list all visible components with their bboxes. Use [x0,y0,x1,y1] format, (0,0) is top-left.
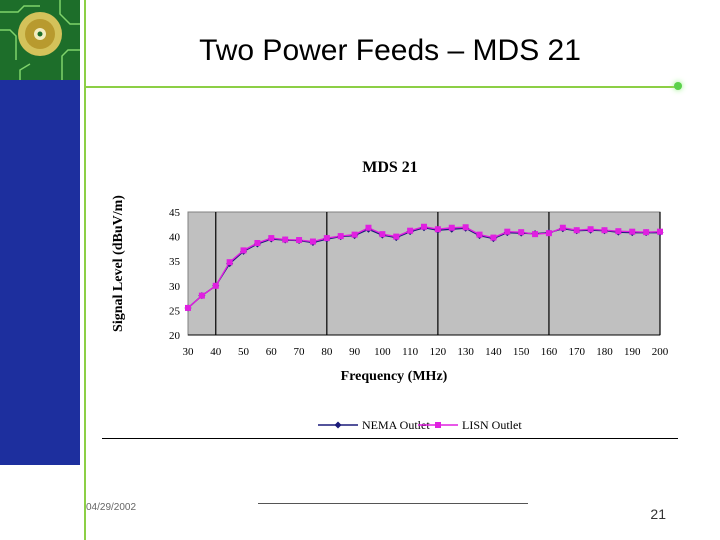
x-tick-label: 50 [238,346,250,358]
data-point [282,236,289,243]
data-point [268,235,275,242]
legend-label: LISN Outlet [462,418,522,432]
x-axis-label: Frequency (MHz) [341,369,448,384]
footer-date: 04/29/2002 [86,502,137,513]
y-tick-label: 25 [169,305,181,317]
x-tick-label: 150 [513,346,530,358]
x-tick-label: 190 [624,346,641,358]
x-tick-label: 180 [596,346,613,358]
x-tick-label: 110 [402,346,419,358]
data-point [185,304,191,311]
data-point [643,229,650,236]
footer-line [258,503,528,504]
x-tick-label: 170 [568,346,585,358]
y-tick-label: 35 [169,256,181,268]
y-tick-label: 40 [169,232,181,244]
data-point [545,230,552,237]
data-point [573,227,580,234]
data-point [226,259,233,266]
data-point [309,238,316,245]
accent-dot [674,82,682,90]
x-tick-label: 200 [652,346,669,358]
sidebar-band [0,0,80,465]
data-point [490,234,497,241]
x-tick-label: 60 [266,346,278,358]
x-tick-label: 70 [294,346,306,358]
data-point [296,237,303,244]
data-point [323,235,330,242]
x-tick-label: 100 [374,346,391,358]
legend-marker [435,422,441,428]
y-tick-label: 30 [169,281,181,293]
data-point [198,292,205,299]
y-tick-label: 45 [169,207,181,219]
chart: MDS 21 20 25 30 35 40 45 30 40 50 60 70 80 90 100 110… [111,159,669,432]
x-tick-label: 40 [210,346,222,358]
divider-line [102,438,678,439]
legend-label: NEMA Outlet [362,418,430,432]
accent-horizontal-line [84,86,676,88]
data-point [379,231,386,238]
data-point [615,228,622,235]
data-point [212,282,219,289]
x-tick-label: 30 [183,346,195,358]
data-point [407,227,414,234]
data-point [448,224,455,231]
data-point [532,231,539,238]
data-point [421,223,427,230]
data-point [504,228,511,235]
x-tick-label: 90 [349,346,361,358]
disc-icon [0,0,80,80]
data-point [254,239,261,246]
data-point [476,231,483,238]
data-point [629,228,636,235]
slide-title: Two Power Feeds – MDS 21 [199,34,581,67]
data-point [518,229,525,236]
chart-title: MDS 21 [362,159,418,176]
page-number: 21 [650,506,666,522]
data-point [462,224,469,231]
legend-marker [334,421,342,429]
y-axis-label: Signal Level (dBuV/m) [111,195,126,332]
data-point [240,247,247,254]
y-tick-label: 20 [169,330,181,342]
data-point [559,224,566,231]
logo [0,0,80,80]
x-tick-label: 120 [430,346,447,358]
data-point [351,231,358,238]
data-point [434,226,441,233]
data-point [587,226,594,233]
accent-vertical-line [84,0,86,540]
data-point [365,224,372,231]
data-point [601,227,608,234]
x-tick-label: 140 [485,346,502,358]
data-point [393,233,400,240]
data-point [657,228,663,235]
x-tick-label: 130 [457,346,474,358]
x-tick-label: 80 [321,346,333,358]
data-point [337,233,344,240]
x-tick-label: 160 [541,346,558,358]
plot-area [187,211,661,336]
legend: NEMA Outlet LISN Outlet [318,418,522,432]
